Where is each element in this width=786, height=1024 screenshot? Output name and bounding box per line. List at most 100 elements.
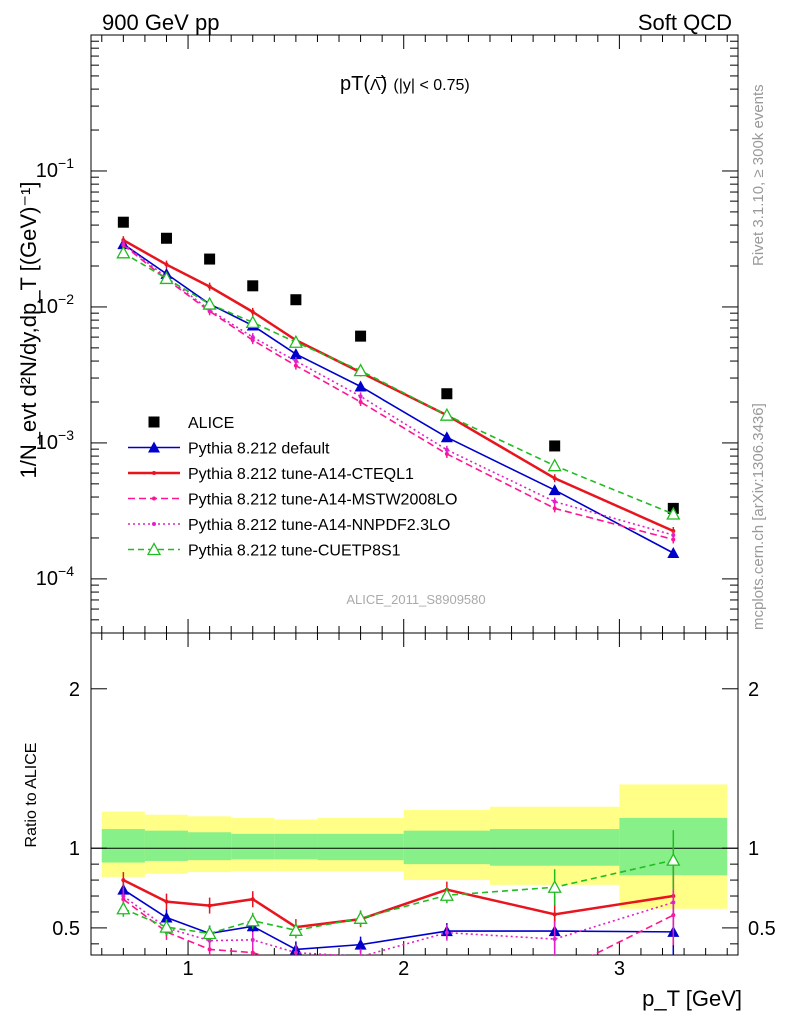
data-point (444, 930, 449, 935)
data-point (671, 533, 676, 538)
data-point (552, 499, 557, 504)
lower-ylabel: Ratio to ALICE (23, 743, 40, 848)
data-point (293, 359, 298, 364)
x-axis-label: p_T [GeV] (642, 986, 742, 1011)
data-point (293, 363, 298, 368)
data-point (552, 937, 557, 942)
header-right: Soft QCD (638, 10, 732, 35)
series-5 (116, 245, 681, 520)
data-point (359, 963, 363, 967)
data-point (207, 903, 212, 908)
data-point (245, 315, 260, 329)
legend-entry: Pythia 8.212 tune-A14-NNPDF2.3LO (128, 517, 450, 534)
inner-band-bin (317, 833, 404, 861)
data-point (359, 954, 362, 955)
data-point (164, 262, 169, 267)
data-point (547, 458, 562, 472)
data-point (353, 363, 368, 377)
data-point (116, 245, 131, 259)
lower-y-tick-label-right: 1 (748, 838, 759, 860)
data-point (250, 937, 255, 942)
data-point (121, 878, 126, 883)
lower-y-tick-label-right: 2 (748, 679, 759, 701)
ratio-bands (101, 784, 728, 909)
data-point (549, 440, 561, 452)
data-point (671, 900, 676, 905)
data-point (204, 253, 216, 265)
lower-panel: 1 2 3 0.5 0.5 1 1 2 2 (52, 632, 776, 980)
data-point (152, 471, 156, 475)
data-point (290, 294, 302, 306)
legend-entry: Pythia 8.212 tune-CUETP8S1 (128, 542, 401, 560)
data-point (207, 284, 212, 289)
data-point (358, 394, 363, 399)
data-point (152, 522, 156, 526)
lower-y-tick-label: 0.5 (52, 918, 80, 940)
lower-frame (90, 632, 739, 956)
inner-band-bin (231, 833, 275, 860)
legend-label: Pythia 8.212 tune-CUETP8S1 (188, 543, 401, 560)
data-point (245, 913, 260, 927)
legend-entry: Pythia 8.212 tune-A14-MSTW2008LO (128, 492, 457, 509)
data-point (548, 484, 561, 496)
x-tick-label: 2 (398, 958, 409, 980)
data-point (671, 529, 676, 534)
data-point (666, 852, 681, 866)
y-tick-label: 10−3 (36, 427, 74, 454)
ratio-line (122, 888, 674, 951)
inner-band-bin (489, 829, 620, 866)
data-point (288, 334, 303, 348)
legend-label: ALICE (188, 415, 234, 432)
data-point (441, 388, 453, 400)
legend-label: Pythia 8.212 tune-A14-MSTW2008LO (188, 492, 457, 509)
data-point (552, 912, 557, 917)
data-point (552, 476, 557, 481)
data-point (207, 947, 212, 952)
data-point (293, 950, 298, 955)
legend-entry: ALICE (148, 415, 234, 432)
data-point (116, 901, 131, 915)
analysis-id: ALICE_2011_S8909580 (346, 592, 485, 607)
upper-panel: 10−1 10−2 10−3 10−4 (36, 34, 739, 634)
data-point (160, 232, 172, 244)
series-2 (121, 236, 676, 536)
data-point (355, 330, 367, 342)
data-point (358, 399, 363, 404)
data-point (121, 242, 126, 247)
data-point (160, 911, 173, 923)
data-point (202, 296, 217, 310)
series-1 (117, 238, 680, 559)
y-tick-label: 10−2 (36, 291, 74, 318)
inner-band-bin (403, 830, 490, 865)
svg-text:mcplots.cern.ch [arXiv:1306.34: mcplots.cern.ch [arXiv:1306.3436] (750, 403, 767, 630)
data-point (666, 506, 681, 520)
data-point (667, 547, 680, 559)
upper-title: pT(Λ̅) (|y| < 0.75) (340, 73, 470, 95)
data-point (152, 496, 156, 501)
data-point (117, 216, 129, 228)
x-tick-label: 3 (614, 958, 625, 980)
data-point (288, 922, 303, 936)
svg-text:Rivet 3.1.10, ≥ 300k events: Rivet 3.1.10, ≥ 300k events (750, 84, 767, 266)
data-point (247, 280, 259, 292)
data-point (250, 335, 255, 340)
y-tick-label: 10−4 (36, 563, 74, 590)
x-tick-label: 1 (182, 958, 193, 980)
data-point (159, 919, 174, 933)
legend-label: Pythia 8.212 tune-A14-NNPDF2.3LO (188, 517, 450, 534)
data-point (353, 910, 368, 924)
data-point (148, 416, 160, 428)
data-point (445, 967, 449, 971)
data-point (440, 431, 453, 443)
inner-band-bin (188, 832, 232, 861)
lower-y-tick-label-right: 0.5 (748, 918, 776, 940)
data-point (164, 899, 169, 904)
header-left: 900 GeV pp (102, 10, 219, 35)
data-point (148, 441, 160, 453)
data-point (444, 451, 449, 456)
data-point (289, 348, 302, 360)
series-line (122, 239, 674, 533)
data-point (547, 879, 562, 893)
data-point (250, 897, 255, 902)
lower-series (116, 830, 681, 971)
